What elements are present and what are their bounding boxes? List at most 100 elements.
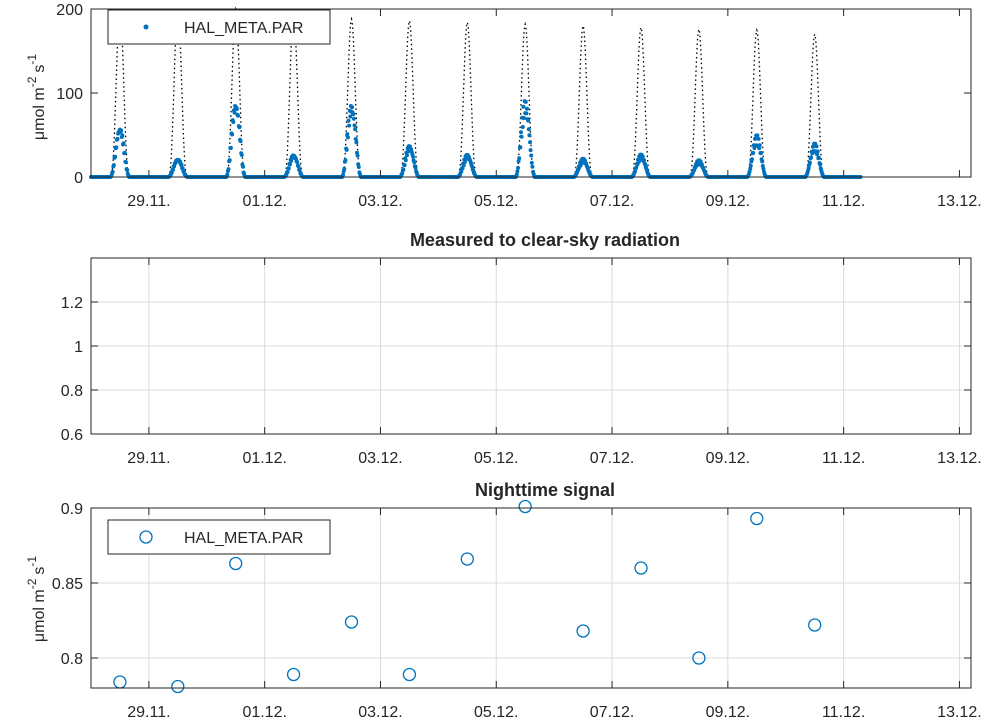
panel3-title: Nighttime signal (475, 480, 615, 500)
data-point (524, 111, 529, 116)
panel2-title: Measured to clear-sky radiation (410, 230, 680, 250)
data-point (111, 163, 116, 168)
data-point (521, 104, 526, 109)
data-point (171, 167, 175, 172)
data-point (119, 128, 124, 133)
data-point (527, 133, 532, 138)
data-point (759, 151, 763, 156)
data-point (760, 159, 765, 164)
data-point (519, 130, 523, 135)
x-tick-label: 09.12. (706, 704, 750, 718)
data-point (225, 172, 230, 177)
panel3-y-ticks: 0.8 0.85 0.9 (52, 501, 971, 668)
data-point (576, 624, 590, 638)
data-point (226, 167, 231, 172)
x-tick-label: 03.12. (358, 193, 402, 210)
data-point (522, 116, 526, 120)
data-point (756, 136, 761, 141)
data-point (750, 157, 754, 162)
x-tick-label: 07.12. (590, 193, 634, 210)
y-tick-label: 0 (74, 170, 83, 187)
data-point (460, 166, 465, 171)
data-point (400, 171, 405, 176)
data-point (516, 165, 520, 170)
panel3-y-axis-label: μmol m-2s-1 (25, 556, 48, 642)
panel1-y-ticks: 0 100 200 (56, 2, 971, 187)
data-point (640, 154, 645, 159)
data-point (179, 162, 184, 167)
data-point (755, 133, 760, 138)
data-point (124, 160, 128, 165)
data-point (815, 149, 820, 154)
data-point (227, 158, 232, 163)
data-point (353, 127, 358, 132)
data-point (808, 618, 822, 632)
data-point (526, 127, 531, 132)
data-point (353, 137, 358, 141)
data-point (757, 143, 762, 148)
x-tick-label: 07.12. (590, 704, 634, 718)
x-tick-label: 29.11. (127, 193, 170, 210)
x-tick-label: 03.12. (358, 704, 402, 718)
data-point (238, 139, 243, 144)
data-point (412, 160, 417, 165)
data-point (528, 148, 533, 153)
data-point (402, 667, 417, 682)
data-point (355, 153, 360, 158)
y-tick-label: 1.2 (61, 295, 83, 312)
panel2-grid (91, 258, 971, 435)
data-point (814, 144, 819, 149)
data-point (296, 164, 301, 169)
panel2-y-ticks: 0.6 0.8 1 1.2 (61, 295, 971, 444)
data-point (753, 136, 757, 141)
legend-label: HAL_META.PAR (184, 20, 303, 37)
legend-marker-dot (143, 24, 149, 30)
data-point (356, 165, 361, 169)
data-point (634, 561, 648, 575)
data-point (347, 123, 352, 128)
measured-series (89, 99, 863, 179)
data-point (751, 150, 756, 155)
data-point (809, 155, 814, 160)
data-point (286, 667, 301, 682)
data-point (514, 172, 519, 177)
legend-marker-circle (139, 530, 153, 544)
data-point (344, 147, 349, 152)
data-point (234, 107, 239, 111)
x-tick-label: 11.12. (822, 450, 865, 467)
x-tick-label: 07.12. (590, 450, 634, 467)
y-tick-label: 0.85 (52, 576, 83, 593)
data-point (231, 120, 236, 124)
data-point (411, 154, 415, 159)
data-point (525, 106, 529, 111)
data-point (110, 169, 115, 174)
data-point (113, 154, 118, 159)
nighttime-series (113, 499, 822, 694)
x-tick-label: 03.12. (358, 450, 402, 467)
data-point (344, 615, 359, 629)
data-point (807, 160, 812, 165)
data-point (352, 123, 357, 128)
data-point (354, 140, 359, 145)
data-point (515, 169, 520, 174)
data-point (230, 132, 235, 137)
data-point (285, 170, 290, 174)
x-tick-label: 29.11. (127, 450, 170, 467)
data-point (692, 651, 706, 665)
data-point (341, 172, 346, 177)
data-point (748, 163, 753, 168)
x-tick-label: 01.12. (242, 193, 286, 210)
data-point (114, 145, 119, 150)
data-point (818, 162, 823, 167)
data-point (460, 552, 474, 566)
panel1-y-axis-label: μmol m-2s-1 (25, 54, 48, 140)
data-point (122, 150, 127, 155)
data-point (408, 144, 412, 149)
x-tick-label: 01.12. (242, 450, 286, 467)
data-point (115, 136, 120, 141)
data-point (816, 155, 821, 160)
data-point (634, 165, 639, 170)
data-point (401, 167, 406, 172)
data-point (343, 158, 348, 163)
y-tick-label: 100 (56, 86, 83, 103)
